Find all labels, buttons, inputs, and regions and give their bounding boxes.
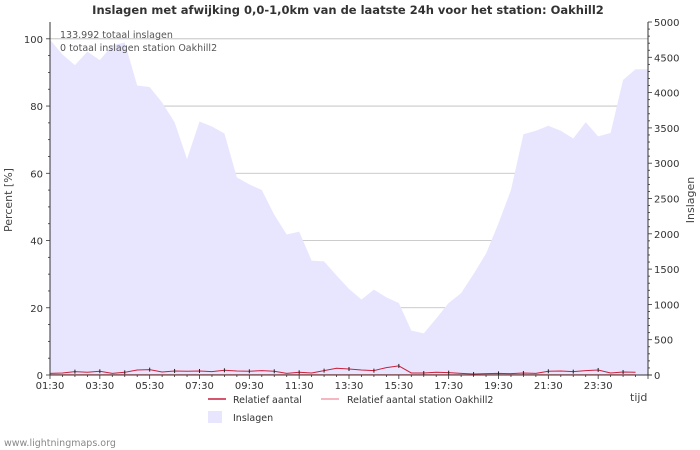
x-tick-label: 01:30 xyxy=(36,381,65,392)
y-right-tick-label: 1500 xyxy=(654,265,679,276)
y-right-tick-label: 5000 xyxy=(654,18,679,29)
relatief-aantal-markers xyxy=(49,363,624,376)
chart-title: Inslagen met afwijking 0,0-1,0km van de … xyxy=(92,3,604,17)
x-tick-label: 17:30 xyxy=(434,381,463,392)
x-tick-label: 21:30 xyxy=(534,381,563,392)
y-left-tick-label: 0 xyxy=(37,371,43,382)
legend-inslagen-swatch xyxy=(208,411,222,423)
legend-inslagen-label: Inslagen xyxy=(233,413,273,424)
axes xyxy=(46,21,652,379)
y-right-tick-label: 2500 xyxy=(654,195,679,206)
y-left-tick-label: 40 xyxy=(30,237,43,248)
x-tick-label: 03:30 xyxy=(85,381,114,392)
y-right-tick-label: 1000 xyxy=(654,300,679,311)
inslagen-area xyxy=(50,39,648,376)
y-axis-left-title: Percent [%] xyxy=(2,168,15,232)
info-total-strikes: 133.992 totaal inslagen xyxy=(60,30,173,41)
x-tick-label: 15:30 xyxy=(384,381,413,392)
legend: Relatief aantal Relatief aantal station … xyxy=(208,395,493,424)
x-tick-label: 13:30 xyxy=(335,381,364,392)
y-right-tick-label: 2000 xyxy=(654,230,679,241)
y-left-tick-label: 80 xyxy=(30,102,43,113)
x-tick-label: 05:30 xyxy=(135,381,164,392)
y-right-tick-label: 3000 xyxy=(654,159,679,170)
info-station-strikes: 0 totaal inslagen station Oakhill2 xyxy=(60,43,217,54)
x-tick-label: 09:30 xyxy=(235,381,264,392)
tick-labels: 01:30 03:30 05:30 07:30 09:30 11:30 13:30 15:30… xyxy=(24,18,680,392)
y-left-tick-label: 100 xyxy=(24,35,43,46)
x-tick-label: 07:30 xyxy=(185,381,214,392)
y-left-tick-label: 20 xyxy=(30,304,43,315)
x-tick-label: 11:30 xyxy=(285,381,314,392)
footer-source: www.lightningmaps.org xyxy=(4,438,116,449)
legend-relatief-label: Relatief aantal xyxy=(233,395,302,406)
x-axis-title: tijd xyxy=(630,391,647,404)
y-right-tick-label: 3500 xyxy=(654,124,679,135)
relatief-aantal-line xyxy=(49,365,636,375)
x-tick-label: 23:30 xyxy=(584,381,613,392)
y-right-tick-label: 0 xyxy=(654,371,660,382)
y-right-tick-label: 4500 xyxy=(654,53,679,64)
legend-relatief-station-label: Relatief aantal station Oakhill2 xyxy=(347,395,493,406)
x-tick-label: 19:30 xyxy=(484,381,513,392)
y-axis-right-title: Inslagen xyxy=(684,177,697,223)
y-right-tick-label: 4000 xyxy=(654,89,679,100)
y-right-tick-label: 500 xyxy=(654,336,673,347)
y-left-tick-label: 60 xyxy=(30,169,43,180)
